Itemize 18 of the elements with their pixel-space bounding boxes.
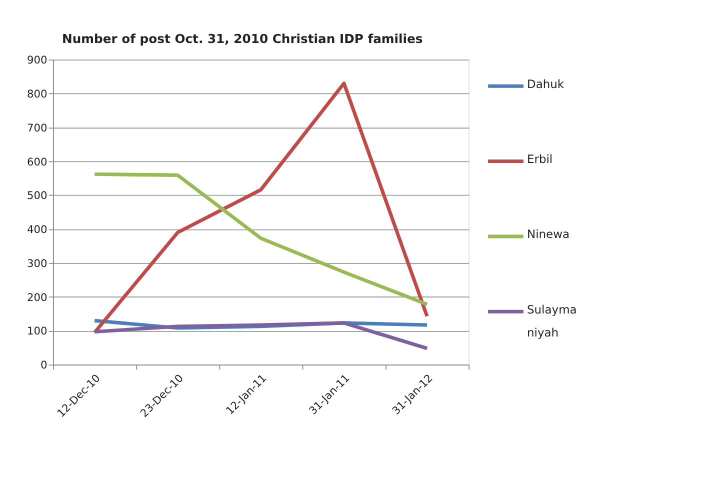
y-tick-label: 400 (27, 223, 48, 236)
y-tick-label: 800 (27, 87, 48, 100)
y-tick-label: 100 (27, 324, 48, 338)
legend-label: Erbil (526, 152, 553, 166)
y-tick-label: 0 (40, 358, 48, 372)
legend-label: Sulaymaniyah (526, 302, 577, 340)
line-series (92, 82, 429, 334)
line-series (92, 172, 429, 306)
y-tick-label: 500 (27, 189, 48, 202)
y-tick-label: 600 (27, 155, 48, 168)
legend-label: Ninewa (526, 227, 570, 242)
y-tick-label: 900 (27, 54, 48, 67)
legend-label: Dahuk (526, 76, 564, 91)
line-series (92, 321, 429, 350)
chart-title: Number of post Oct. 31, 2010 Christian IDP families (62, 32, 423, 46)
y-tick-label: 700 (27, 121, 48, 134)
y-tick-label: 300 (27, 256, 48, 270)
y-tick-label: 200 (27, 290, 48, 304)
